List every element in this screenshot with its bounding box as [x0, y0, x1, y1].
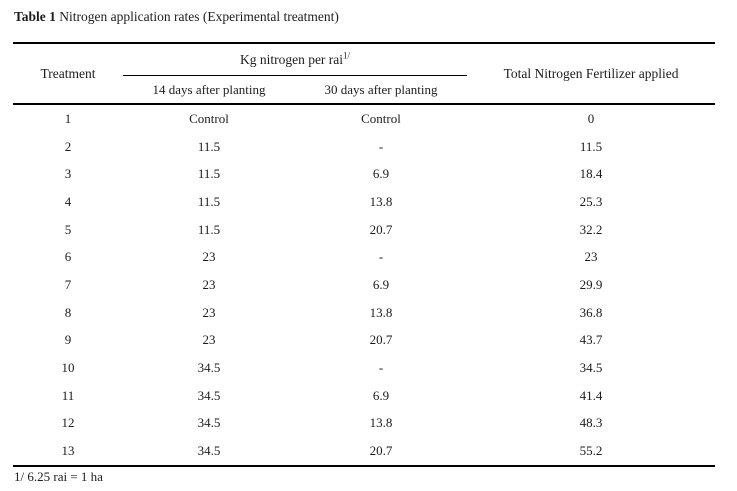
cell-total: 11.5	[579, 138, 603, 154]
table-row: 1 Control Control 0	[13, 104, 715, 133]
cell-14-days: 34.5	[197, 387, 221, 403]
cell-total: 23	[584, 249, 598, 265]
cell-treatment: 10	[61, 360, 75, 376]
cell-treatment: 5	[64, 221, 72, 237]
cell-14-days: 11.5	[197, 166, 221, 182]
cell-14-days: 11.5	[197, 138, 221, 154]
cell-total: 0	[587, 110, 595, 126]
cell-14-days: 23	[202, 276, 216, 292]
cell-14-days: 23	[202, 304, 216, 320]
cell-14-days: 11.5	[197, 193, 221, 209]
cell-30-days: 6.9	[372, 166, 390, 182]
table-row: 13 34.5 20.7 55.2	[13, 437, 716, 467]
cell-total: 29.9	[579, 276, 603, 292]
cell-total: 41.4	[579, 387, 603, 403]
cell-total: 32.2	[579, 221, 603, 237]
cell-30-days: Control	[361, 110, 401, 126]
table-row: 4 11.5 13.8 25.3	[13, 188, 715, 216]
cell-treatment: 3	[64, 166, 72, 182]
cell-30-days: 20.7	[369, 332, 393, 348]
table-row: 6 23 - 23	[13, 243, 715, 271]
table-header: Treatment Kg nitrogen per rai1/ Total Ni…	[13, 43, 716, 105]
cell-30-days: 6.9	[372, 387, 390, 403]
table-row: 10 34.5 - 34.5	[13, 354, 715, 382]
table-caption: Table 1 Nitrogen application rates (Expe…	[14, 8, 339, 25]
table-caption-text: Nitrogen application rates (Experimental…	[55, 9, 339, 24]
cell-30-days: -	[378, 360, 384, 376]
table-row: 9 23 20.7 43.7	[13, 327, 715, 355]
cell-treatment: 9	[64, 332, 72, 348]
table-row: 12 34.5 13.8 48.3	[13, 410, 715, 438]
header-treatment: Treatment	[13, 43, 123, 105]
footnote: 1/ 6.25 rai = 1 ha	[14, 469, 103, 484]
cell-treatment: 1	[64, 110, 72, 126]
header-group-kg-nitrogen: Kg nitrogen per rai1/	[123, 43, 468, 76]
cell-total: 43.7	[579, 332, 603, 348]
cell-14-days: 34.5	[197, 360, 221, 376]
cell-treatment: 7	[64, 276, 72, 292]
table-row: 8 23 13.8 36.8	[13, 299, 715, 327]
header-total-nitrogen: Total Nitrogen Fertilizer applied	[467, 43, 716, 105]
table-caption-label: Table 1	[14, 9, 56, 24]
cell-total: 34.5	[579, 360, 603, 376]
table-row: 11 34.5 6.9 41.4	[13, 382, 715, 410]
cell-treatment: 4	[64, 193, 72, 209]
cell-treatment: 2	[64, 138, 72, 154]
cell-30-days: 13.8	[369, 304, 393, 320]
cell-total: 48.3	[579, 415, 603, 431]
cell-treatment: 11	[61, 387, 75, 403]
cell-14-days: 23	[202, 249, 216, 265]
table-body: 1 Control Control 0 2 11.5 - 11.5 3 11.5…	[13, 104, 716, 467]
cell-30-days: -	[378, 138, 384, 154]
cell-total: 25.3	[579, 193, 603, 209]
table-row: 7 23 6.9 29.9	[13, 271, 715, 299]
table-row: 2 11.5 - 11.5	[13, 133, 715, 161]
cell-treatment: 12	[61, 415, 75, 431]
cell-30-days: 20.7	[369, 221, 393, 237]
table-row: 3 11.5 6.9 18.4	[13, 160, 715, 188]
cell-total: 18.4	[579, 166, 603, 182]
cell-14-days: 34.5	[123, 437, 295, 467]
header-14-days: 14 days after planting	[123, 75, 295, 105]
footnote-marker: 1/	[343, 50, 351, 60]
cell-14-days: Control	[189, 110, 229, 126]
header-30-days: 30 days after planting	[295, 75, 468, 105]
header-group-text: Kg nitrogen per rai	[239, 51, 344, 67]
cell-treatment: 6	[64, 249, 72, 265]
cell-30-days: 13.8	[369, 193, 393, 209]
cell-total: 36.8	[579, 304, 603, 320]
table-row: 5 11.5 20.7 32.2	[13, 216, 715, 244]
cell-total: 55.2	[467, 437, 716, 467]
nitrogen-rates-table: Treatment Kg nitrogen per rai1/ Total Ni…	[13, 42, 716, 467]
cell-treatment: 8	[64, 304, 72, 320]
cell-14-days: 23	[202, 332, 216, 348]
cell-30-days: 20.7	[295, 437, 468, 467]
cell-14-days: 34.5	[197, 415, 221, 431]
cell-treatment: 13	[13, 437, 123, 467]
cell-30-days: -	[378, 249, 384, 265]
cell-30-days: 6.9	[372, 276, 390, 292]
cell-14-days: 11.5	[197, 221, 221, 237]
cell-30-days: 13.8	[369, 415, 393, 431]
